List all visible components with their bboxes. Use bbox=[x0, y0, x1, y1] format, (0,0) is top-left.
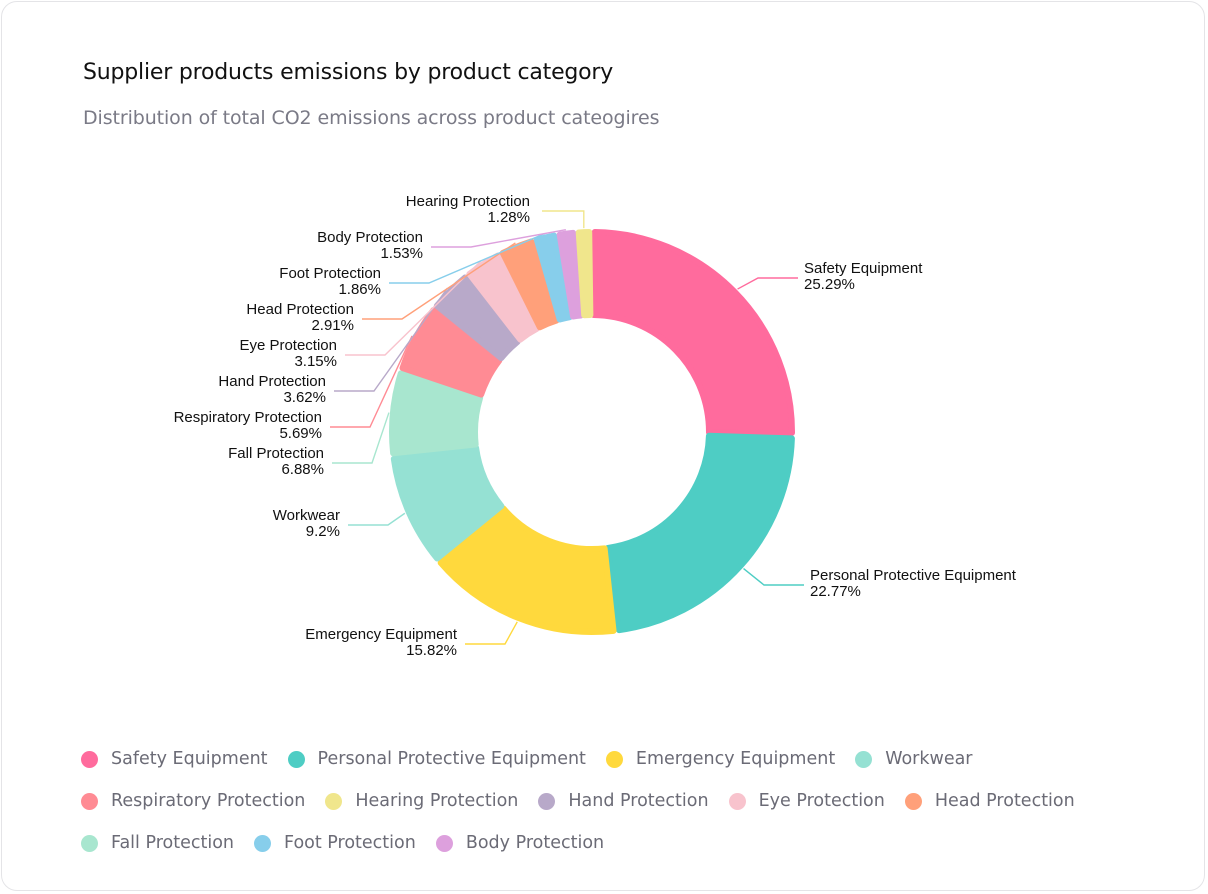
data-label-name-eye-protection: Eye Protection bbox=[239, 337, 337, 354]
legend-label: Hand Protection bbox=[568, 791, 709, 811]
data-label-value-foot-protection: 1.86% bbox=[338, 281, 381, 298]
legend-marker-icon bbox=[81, 834, 98, 852]
legend-row: Respiratory Protection Hearing Protection… bbox=[81, 780, 1141, 822]
data-label-value-body-protection: 1.53% bbox=[380, 245, 423, 262]
legend-marker-icon bbox=[81, 750, 98, 768]
legend-label: Safety Equipment bbox=[111, 749, 268, 769]
slice-foot-protection[interactable] bbox=[533, 232, 573, 323]
data-label-value-head-protection: 2.91% bbox=[311, 317, 354, 334]
data-label-name-respiratory-protection: Respiratory Protection bbox=[174, 409, 322, 426]
data-label-name-body-protection: Body Protection bbox=[317, 229, 423, 246]
data-label-value-respiratory-protection: 5.69% bbox=[279, 425, 322, 442]
data-label-value-hearing-protection: 1.28% bbox=[487, 209, 530, 226]
leader-line-hand-protection bbox=[334, 287, 448, 392]
data-label-name-fall-protection: Fall Protection bbox=[228, 445, 324, 462]
legend-item-respiratory-protection[interactable]: Respiratory Protection bbox=[81, 791, 305, 811]
data-label-value-safety-equipment: 25.29% bbox=[804, 276, 855, 293]
data-label-value-workwear: 9.2% bbox=[306, 523, 340, 540]
data-label-name-head-protection: Head Protection bbox=[246, 301, 354, 318]
leader-line-safety-equipment bbox=[737, 277, 798, 290]
legend-marker-icon bbox=[728, 792, 746, 810]
legend-label: Head Protection bbox=[934, 791, 1075, 811]
leader-line-workwear bbox=[348, 512, 406, 526]
leader-line-emergency-equipment bbox=[465, 621, 518, 645]
legend-label: Body Protection bbox=[465, 833, 605, 853]
leader-line-personal-protective-equipment bbox=[743, 568, 804, 586]
legend-item-eye-protection[interactable]: Eye Protection bbox=[728, 791, 885, 811]
data-label-value-hand-protection: 3.62% bbox=[283, 389, 326, 406]
slice-body-protection[interactable] bbox=[556, 229, 584, 320]
data-label-name-hand-protection: Hand Protection bbox=[218, 373, 326, 390]
data-label-value-fall-protection: 6.88% bbox=[281, 461, 324, 478]
legend-label: Personal Protective Equipment bbox=[317, 749, 586, 769]
legend-item-safety-equipment[interactable]: Safety Equipment bbox=[81, 749, 268, 769]
chart-legend: Safety Equipment Personal Protective Equi… bbox=[81, 738, 1141, 864]
legend-item-foot-protection[interactable]: Foot Protection bbox=[254, 833, 416, 853]
slice-emergency-equipment[interactable] bbox=[437, 505, 617, 635]
legend-marker-icon bbox=[435, 834, 453, 852]
legend-marker-icon bbox=[287, 750, 305, 768]
legend-label: Hearing Protection bbox=[355, 791, 519, 811]
leader-line-body-protection bbox=[431, 228, 566, 248]
legend-marker-icon bbox=[254, 834, 272, 852]
legend-marker-icon bbox=[81, 792, 98, 810]
legend-item-personal-protective-equipment[interactable]: Personal Protective Equipment bbox=[287, 749, 586, 769]
legend-label: Eye Protection bbox=[758, 791, 885, 811]
data-label-name-hearing-protection: Hearing Protection bbox=[406, 193, 530, 210]
leader-line-respiratory-protection bbox=[330, 335, 413, 428]
data-label-name-foot-protection: Foot Protection bbox=[279, 265, 381, 282]
legend-row: Safety Equipment Personal Protective Equi… bbox=[81, 738, 1141, 780]
data-label-name-emergency-equipment: Emergency Equipment bbox=[305, 626, 458, 643]
legend-item-workwear[interactable]: Workwear bbox=[855, 749, 973, 769]
chart-title: Supplier products emissions by product c… bbox=[83, 60, 614, 85]
legend-item-head-protection[interactable]: Head Protection bbox=[904, 791, 1075, 811]
legend-row: Fall Protection Foot Protection Body Prote… bbox=[81, 822, 1141, 864]
legend-item-hearing-protection[interactable]: Hearing Protection bbox=[325, 791, 518, 811]
legend-item-hand-protection[interactable]: Hand Protection bbox=[538, 791, 709, 811]
legend-label: Emergency Equipment bbox=[635, 749, 836, 769]
slice-safety-equipment[interactable] bbox=[590, 229, 795, 436]
legend-label: Workwear bbox=[885, 749, 973, 769]
data-label-name-safety-equipment: Safety Equipment bbox=[804, 260, 923, 277]
data-label-name-workwear: Workwear bbox=[273, 507, 340, 524]
slice-head-protection[interactable] bbox=[499, 238, 560, 331]
slice-fall-protection[interactable] bbox=[389, 370, 484, 457]
slice-personal-protective-equipment[interactable] bbox=[604, 432, 795, 634]
legend-marker-icon bbox=[904, 792, 922, 810]
leader-line-eye-protection bbox=[345, 260, 482, 356]
slice-respiratory-protection[interactable] bbox=[399, 307, 503, 398]
leader-line-hearing-protection bbox=[542, 210, 585, 229]
slice-workwear[interactable] bbox=[390, 444, 505, 562]
data-label-value-emergency-equipment: 15.82% bbox=[406, 642, 457, 659]
legend-item-emergency-equipment[interactable]: Emergency Equipment bbox=[605, 749, 836, 769]
legend-item-fall-protection[interactable]: Fall Protection bbox=[81, 833, 234, 853]
legend-label: Foot Protection bbox=[284, 833, 416, 853]
legend-label: Respiratory Protection bbox=[111, 791, 306, 811]
legend-label: Fall Protection bbox=[111, 833, 235, 853]
leader-line-fall-protection bbox=[332, 412, 390, 464]
leader-line-foot-protection bbox=[389, 232, 545, 284]
data-label-value-personal-protective-equipment: 22.77% bbox=[810, 583, 861, 600]
leader-line-head-protection bbox=[362, 242, 516, 320]
legend-marker-icon bbox=[325, 792, 343, 810]
legend-marker-icon bbox=[855, 750, 873, 768]
data-label-name-personal-protective-equipment: Personal Protective Equipment bbox=[810, 567, 1017, 584]
legend-item-body-protection[interactable]: Body Protection bbox=[435, 833, 605, 853]
chart-subtitle: Distribution of total CO2 emissions acro… bbox=[83, 107, 660, 129]
legend-marker-icon bbox=[538, 792, 556, 810]
legend-marker-icon bbox=[605, 750, 623, 768]
slice-hearing-protection[interactable] bbox=[575, 229, 594, 319]
data-label-value-eye-protection: 3.15% bbox=[294, 353, 337, 370]
